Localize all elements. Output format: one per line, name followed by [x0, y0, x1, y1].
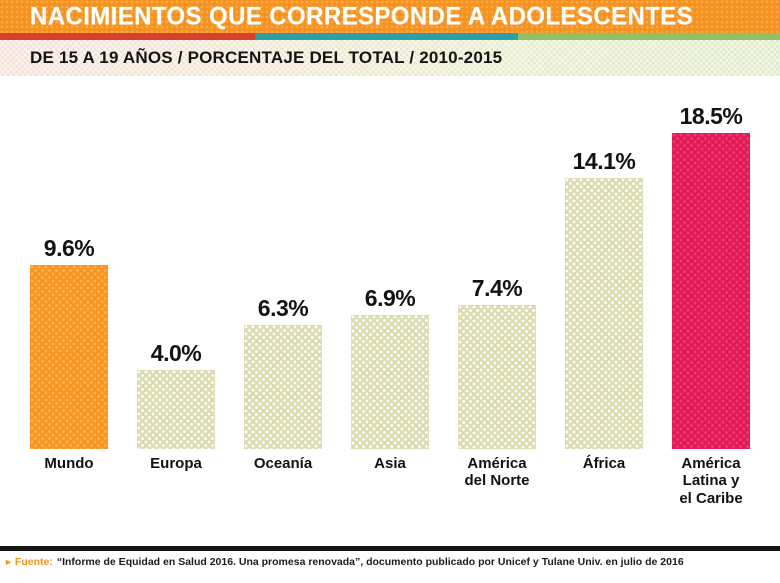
- tricolor-divider: [0, 33, 780, 40]
- category-label-2: Europa: [150, 455, 202, 472]
- bar-group-1: 9.6%: [30, 235, 108, 449]
- source-label: Fuente:: [14, 556, 53, 568]
- page-title: NACIMIENTOS QUE CORRESPONDE A ADOLESCENT…: [30, 1, 694, 31]
- bar-1: [30, 265, 108, 449]
- bar-4: [351, 315, 429, 449]
- category-label-6: África: [582, 455, 626, 472]
- bar-value-label: 14.1%: [572, 148, 636, 174]
- title-banner: NACIMIENTOS QUE CORRESPONDE A ADOLESCENT…: [0, 0, 780, 33]
- chart-subtitle: DE 15 A 19 AÑOS / PORCENTAJE DEL TOTAL /…: [30, 48, 503, 67]
- bar-chart: 9.6% 4.0% 6.3% 6.9% 7.4% 14.1% 18.5%: [0, 76, 780, 449]
- bar-value-label: 7.4%: [471, 275, 523, 301]
- bar-group-5: 7.4%: [458, 275, 536, 449]
- category-labels: Mundo Europa Oceanía Asia América del Norte Á…: [0, 449, 780, 546]
- footer-rule: [0, 546, 780, 551]
- bar-value-label: 9.6%: [43, 235, 95, 261]
- bar-group-2: 4.0%: [137, 340, 215, 449]
- bar-value-label: 4.0%: [150, 340, 202, 366]
- divider-segment-red: [0, 33, 256, 40]
- bar-7: [672, 133, 750, 449]
- bar-2: [137, 370, 215, 449]
- divider-segment-green: [517, 33, 780, 40]
- bar-group-3: 6.3%: [244, 295, 322, 449]
- bar-group-7: 18.5%: [672, 103, 750, 449]
- bar-value-label: 18.5%: [679, 103, 743, 129]
- bar-group-4: 6.9%: [351, 285, 429, 449]
- category-label-7: América Latina y el Caribe: [679, 455, 743, 507]
- bar-6: [565, 178, 643, 449]
- category-label-1: Mundo: [44, 455, 94, 472]
- bar-3: [244, 325, 322, 449]
- divider-segment-teal: [255, 33, 518, 40]
- category-label-5: América del Norte: [464, 455, 530, 490]
- source-arrow-icon: ►: [4, 557, 13, 567]
- subtitle-band: DE 15 A 19 AÑOS / PORCENTAJE DEL TOTAL /…: [0, 40, 780, 76]
- source-text: “Informe de Equidad en Salud 2016. Una p…: [56, 556, 684, 568]
- category-label-4: Asia: [374, 455, 406, 472]
- bar-value-label: 6.9%: [364, 285, 416, 311]
- bar-value-label: 6.3%: [257, 295, 309, 321]
- category-label-3: Oceanía: [253, 455, 313, 472]
- bar-5: [458, 305, 536, 449]
- bar-group-6: 14.1%: [565, 148, 643, 449]
- source-line: ► Fuente: “Informe de Equidad en Salud 2…: [0, 551, 780, 568]
